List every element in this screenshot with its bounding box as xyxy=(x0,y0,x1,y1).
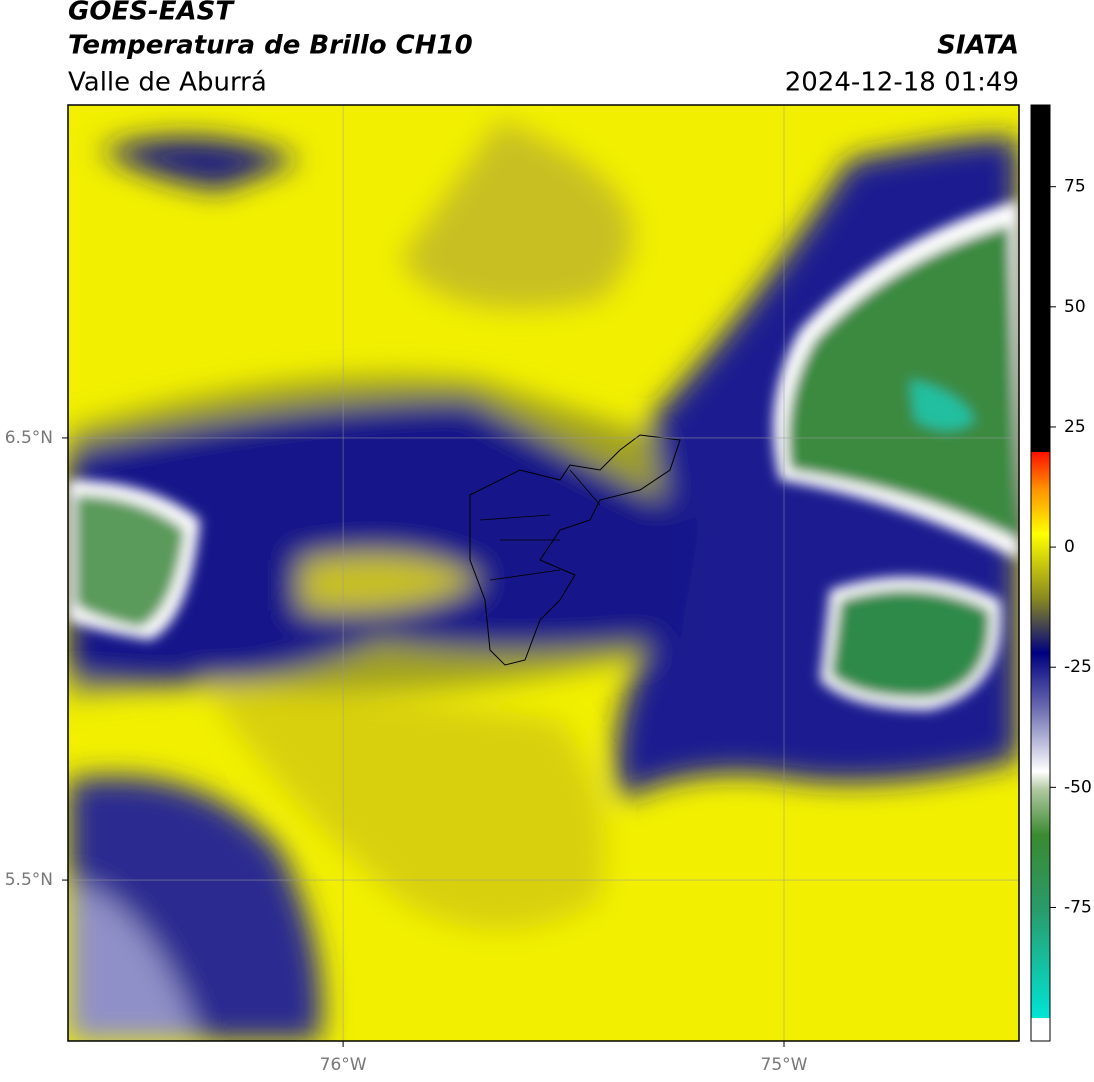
lon-tick-label: 76°W xyxy=(320,1055,367,1075)
colorbar-tick-label: -25 xyxy=(1064,657,1092,677)
colorbar-tick-label: 75 xyxy=(1064,177,1086,197)
valley-boundary xyxy=(469,434,681,666)
agency-label: SIATA xyxy=(937,31,1019,61)
colorbar-tick-label: 25 xyxy=(1064,417,1086,437)
colorbar-tick-label: -50 xyxy=(1064,777,1092,797)
colorbar-tick-label: 50 xyxy=(1064,297,1086,317)
map-frame xyxy=(67,104,1020,1042)
colorbar-tick-label: -75 xyxy=(1064,897,1092,917)
colorbar-tick-label: 0 xyxy=(1064,537,1075,557)
lat-tick-label: 6.5°N xyxy=(5,428,53,448)
colorbar xyxy=(1031,105,1050,1018)
lat-tick-label: 5.5°N xyxy=(5,870,53,890)
lon-tick-label: 75°W xyxy=(761,1055,808,1075)
product-title: Temperatura de Brillo CH10 xyxy=(68,31,473,61)
source-title: GOES-EAST xyxy=(68,0,235,27)
region-label: Valle de Aburrá xyxy=(68,68,267,98)
satellite-image xyxy=(68,105,1019,1041)
municipal-boundaries xyxy=(479,469,601,581)
datetime-label: 2024-12-18 01:49 xyxy=(785,68,1019,98)
colorbar-frame xyxy=(1030,104,1051,1042)
